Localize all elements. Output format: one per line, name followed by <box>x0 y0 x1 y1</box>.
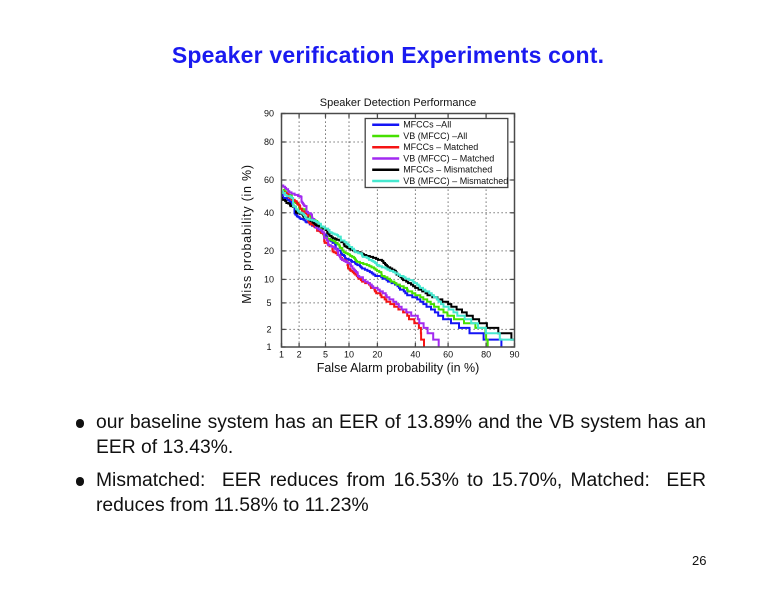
svg-text:5: 5 <box>266 298 271 308</box>
svg-text:5: 5 <box>323 349 328 359</box>
svg-text:10: 10 <box>264 275 274 285</box>
svg-text:2: 2 <box>297 349 302 359</box>
svg-text:40: 40 <box>264 208 274 218</box>
svg-text:1: 1 <box>279 349 284 359</box>
svg-text:MFCCs – Mismatched: MFCCs – Mismatched <box>403 165 492 175</box>
svg-text:1: 1 <box>266 342 271 352</box>
svg-text:VB (MFCC) –All: VB (MFCC) –All <box>403 131 467 141</box>
svg-text:20: 20 <box>372 349 382 359</box>
svg-text:VB (MFCC) – Matched: VB (MFCC) – Matched <box>403 154 494 164</box>
svg-text:90: 90 <box>264 109 274 119</box>
svg-text:40: 40 <box>410 349 420 359</box>
svg-text:60: 60 <box>264 175 274 185</box>
svg-text:80: 80 <box>481 349 491 359</box>
svg-text:60: 60 <box>443 349 453 359</box>
svg-text:MFCCs – Matched: MFCCs – Matched <box>403 142 478 152</box>
svg-text:90: 90 <box>509 349 519 359</box>
svg-text:VB (MFCC) – Mismatched: VB (MFCC) – Mismatched <box>403 176 508 186</box>
svg-text:Speaker Detection Performance: Speaker Detection Performance <box>320 97 477 109</box>
svg-text:MFCCs –All: MFCCs –All <box>403 120 451 130</box>
svg-text:20: 20 <box>264 246 274 256</box>
svg-text:False Alarm probability (in %): False Alarm probability (in %) <box>317 361 480 375</box>
svg-text:80: 80 <box>264 137 274 147</box>
svg-text:10: 10 <box>344 349 354 359</box>
svg-text:Miss probability (in %): Miss probability (in %) <box>240 164 254 304</box>
svg-text:2: 2 <box>266 325 271 335</box>
